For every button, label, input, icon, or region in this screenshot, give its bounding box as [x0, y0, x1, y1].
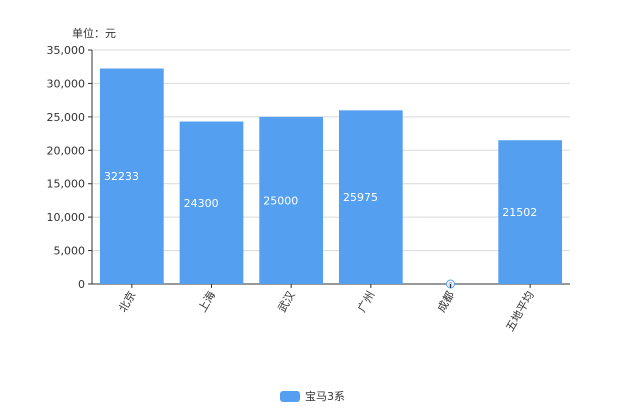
x-tick-label: 上海: [195, 289, 218, 315]
x-tick-label: 北京: [115, 289, 138, 315]
y-tick-label: 10,000: [47, 211, 86, 224]
data-label: 25975: [343, 191, 378, 204]
y-tick-label: 30,000: [47, 77, 86, 90]
y-tick-label: 5,000: [54, 245, 86, 258]
legend-label: 宝马3系: [305, 390, 345, 403]
bar: [179, 121, 244, 284]
x-tick-label: 武汉: [276, 289, 298, 315]
x-tick-label: 成都: [435, 289, 457, 315]
x-tick-label: 广州: [355, 289, 377, 315]
y-tick-label: 0: [78, 278, 85, 291]
legend-swatch: [280, 390, 300, 402]
bar: [99, 68, 164, 284]
y-axis-unit-label: 单位：元: [72, 27, 116, 40]
y-tick-label: 35,000: [47, 44, 86, 57]
data-label: 24300: [184, 197, 219, 210]
data-label: 25000: [263, 194, 298, 207]
x-tick-label: 五地平均: [504, 289, 537, 334]
bar: [259, 116, 324, 284]
bar: [338, 110, 403, 285]
data-label: 32233: [104, 170, 139, 183]
y-tick-label: 25,000: [47, 111, 86, 124]
legend[interactable]: 宝马3系: [280, 388, 345, 404]
data-label: 21502: [502, 206, 537, 219]
bar: [498, 140, 563, 284]
y-tick-label: 15,000: [47, 178, 86, 191]
y-tick-label: 20,000: [47, 144, 86, 157]
